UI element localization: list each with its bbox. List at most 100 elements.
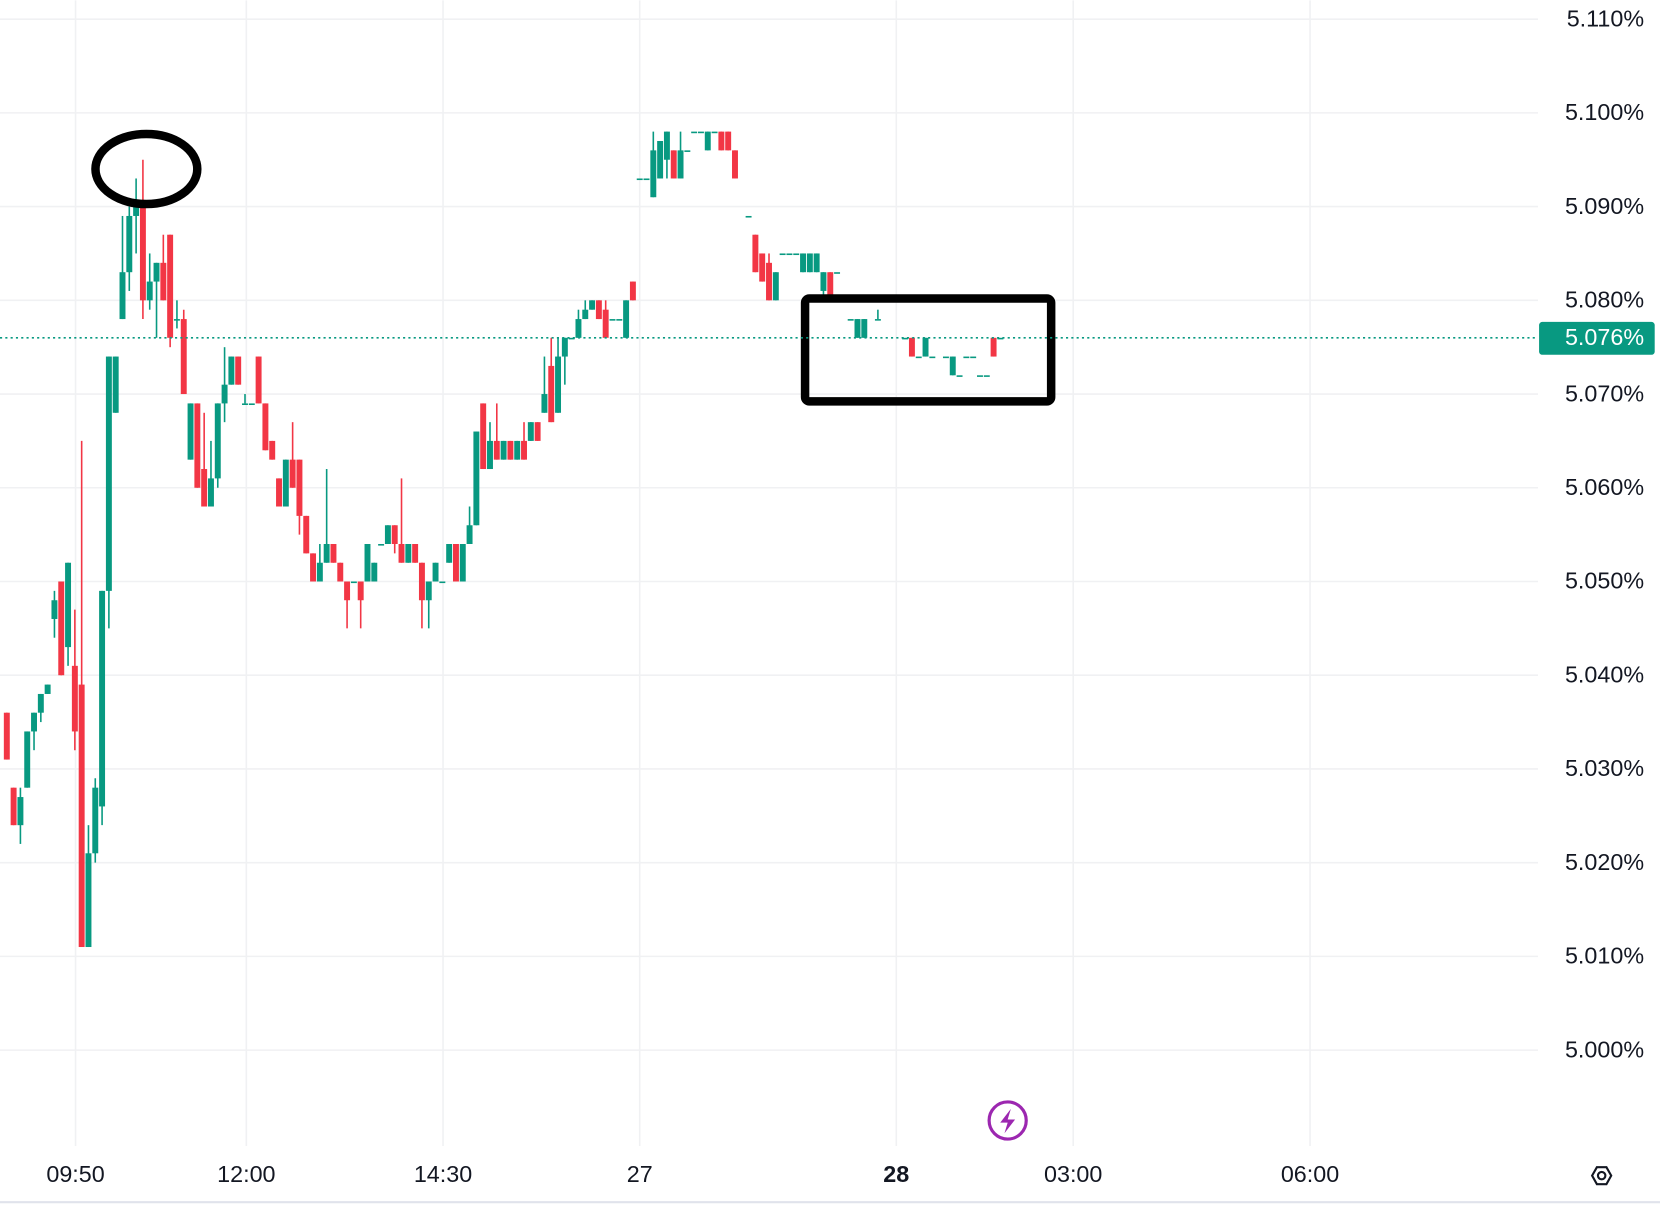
candle (248, 403, 255, 406)
candle (548, 337, 555, 423)
candle-body (990, 337, 997, 357)
candle (126, 206, 133, 291)
candle-body (384, 525, 391, 545)
candle (793, 253, 800, 256)
candle-body (602, 309, 609, 338)
candle (487, 422, 493, 470)
candle-body (507, 440, 514, 460)
candle (507, 440, 514, 460)
settings-button[interactable] (1590, 1166, 1613, 1186)
candle (534, 422, 541, 441)
candle (834, 272, 841, 274)
y-tick-label: 5.040% (1565, 661, 1644, 687)
x-tick-label: 12:00 (217, 1161, 275, 1187)
candle (221, 347, 228, 423)
candle-body (248, 403, 255, 406)
candle (500, 440, 507, 460)
candle (432, 562, 439, 582)
candle-body (405, 544, 412, 563)
candle (296, 459, 303, 535)
candle-body (800, 253, 807, 273)
candle-body (459, 544, 466, 582)
candle-body (575, 319, 582, 338)
candle (37, 693, 44, 723)
candle-body (854, 319, 861, 338)
candle (616, 319, 623, 321)
candle (31, 712, 37, 751)
y-tick-label: 5.010% (1565, 943, 1644, 969)
candle-body (643, 178, 650, 181)
candle-body (834, 272, 841, 274)
candle (493, 403, 500, 460)
candle (173, 300, 180, 329)
candle (316, 544, 323, 582)
candle-body (99, 590, 106, 807)
candle (289, 422, 296, 488)
candle-body (316, 562, 323, 582)
candle (779, 253, 786, 256)
candle (24, 731, 31, 788)
candle (514, 440, 521, 460)
candle (759, 253, 766, 282)
candle-body (589, 300, 596, 310)
candle-body (691, 131, 698, 134)
candle-body (391, 525, 398, 545)
candle-body (78, 684, 85, 948)
candle (350, 581, 357, 584)
candle-body (446, 544, 453, 563)
candle (398, 478, 405, 563)
candle (609, 319, 616, 321)
candle-body (146, 281, 153, 301)
candle (997, 337, 1004, 340)
lightning-button[interactable] (987, 1100, 1028, 1141)
candle (201, 412, 208, 507)
candle (344, 581, 351, 629)
candle-body (677, 150, 684, 179)
y-tick-label: 5.070% (1565, 380, 1644, 406)
candle (44, 684, 51, 694)
candle-body (303, 515, 310, 554)
candle-body (534, 422, 541, 441)
candle (480, 403, 487, 470)
candle-body (806, 253, 813, 273)
y-tick-label: 5.110% (1567, 5, 1644, 31)
candle (439, 581, 446, 584)
candle-body (813, 253, 820, 273)
last-price-label: 5.076% (1565, 324, 1644, 350)
candle (697, 131, 704, 134)
candle-body (242, 403, 248, 406)
candle (582, 300, 589, 320)
lightning-icon[interactable] (1000, 1108, 1016, 1134)
candle (745, 215, 752, 218)
candle (58, 581, 65, 676)
candle-body (983, 375, 990, 377)
candle-body (725, 131, 732, 151)
lightning-circle[interactable] (987, 1100, 1028, 1141)
candle-body (772, 272, 779, 301)
candle (65, 562, 72, 666)
candle-body (167, 234, 174, 338)
candle-body (500, 440, 507, 460)
candle-body (629, 281, 636, 301)
candle (970, 356, 977, 359)
candle (466, 506, 473, 545)
candle (813, 253, 820, 273)
candle-body (922, 337, 929, 357)
candle-body (92, 787, 99, 854)
x-tick-label: 14:30 (414, 1161, 472, 1187)
settings-icon[interactable] (1596, 1170, 1607, 1181)
candle-body (31, 712, 37, 732)
candle-body (432, 562, 439, 582)
candle (541, 356, 548, 413)
candle-body (65, 562, 72, 648)
candle-body (616, 319, 623, 321)
x-tick-label: 28 (883, 1161, 909, 1187)
candle (691, 131, 698, 134)
candle-body (487, 440, 493, 470)
y-tick-label: 5.030% (1565, 755, 1644, 781)
candle-body (310, 553, 317, 582)
candle (670, 150, 677, 179)
y-tick-label: 5.060% (1565, 474, 1644, 500)
candle (942, 356, 949, 359)
